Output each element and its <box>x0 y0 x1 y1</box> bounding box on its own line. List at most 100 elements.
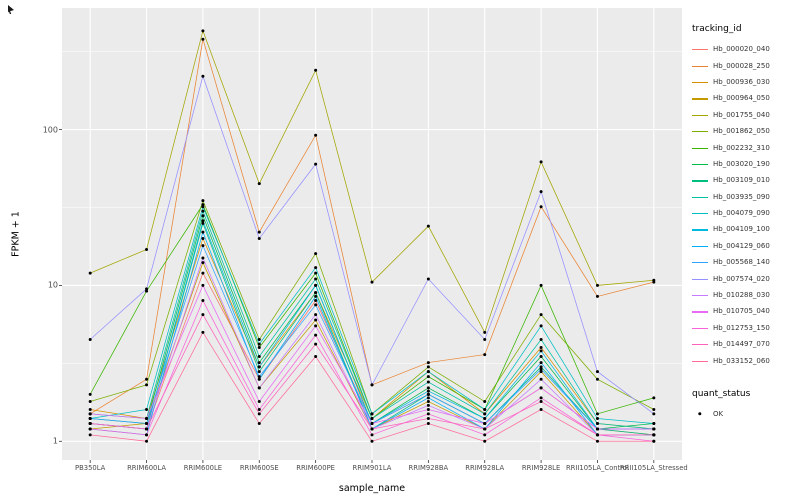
data-point <box>145 383 149 387</box>
legend-key-line-icon <box>692 174 708 186</box>
legend-key-line-icon <box>692 43 708 55</box>
data-point <box>426 417 430 421</box>
data-point <box>201 205 205 209</box>
legend-item-label: Hb_000028_250 <box>713 61 770 70</box>
legend-key-line-icon <box>692 92 708 104</box>
legend-item-label: Hb_000020_040 <box>713 45 770 54</box>
data-point <box>88 433 92 437</box>
data-point <box>539 345 543 349</box>
data-point <box>595 283 599 287</box>
legend-item-label: Hb_012753_150 <box>713 323 770 332</box>
data-point <box>652 422 656 426</box>
data-point <box>201 199 205 203</box>
data-point <box>201 330 205 334</box>
data-point <box>539 367 543 371</box>
data-point <box>652 433 656 437</box>
data-point <box>539 377 543 381</box>
legend-key-line-icon <box>692 223 708 235</box>
data-point <box>652 278 656 282</box>
x-tick-label: RRIM928LA <box>465 464 505 472</box>
data-point <box>201 221 205 225</box>
data-point <box>426 224 430 228</box>
data-point <box>539 365 543 369</box>
data-point <box>370 417 374 421</box>
data-point <box>201 29 205 33</box>
legend-item-label: Hb_004109_100 <box>713 225 770 234</box>
legend-key-line-icon <box>692 60 708 72</box>
legend-item-label: Hb_002232_310 <box>713 143 770 152</box>
data-point <box>257 361 261 365</box>
data-point <box>370 412 374 416</box>
data-point <box>370 280 374 284</box>
legend-item-label: Hb_001755_040 <box>713 110 770 119</box>
x-tick-label: RRII105LA_Stressed <box>619 464 688 472</box>
legend-item: Hb_001862_050 <box>692 123 798 139</box>
data-point <box>201 230 205 234</box>
data-point <box>595 417 599 421</box>
legend-key-line-icon <box>692 305 708 317</box>
data-point <box>88 422 92 426</box>
data-point <box>539 361 543 365</box>
legend-key-line-icon <box>692 338 708 350</box>
legend-item-label: Hb_010705_040 <box>713 307 770 316</box>
legend-item: Hb_005568_140 <box>692 254 798 270</box>
data-point <box>201 203 205 207</box>
legend: tracking_id Hb_000020_040 Hb_000028_250 Hb… <box>692 24 798 422</box>
legend-item-label: Hb_004129_060 <box>713 241 770 250</box>
data-point <box>539 190 543 194</box>
legend-key-line-icon <box>692 289 708 301</box>
data-point <box>88 400 92 404</box>
data-point <box>257 182 261 186</box>
data-point <box>257 412 261 416</box>
legend-item: Hb_004109_100 <box>692 221 798 237</box>
data-point <box>257 345 261 349</box>
legend-item: Hb_033152_060 <box>692 352 798 368</box>
legend-key-line-icon <box>692 76 708 88</box>
data-point <box>370 427 374 431</box>
data-point <box>314 294 318 298</box>
data-point <box>257 337 261 341</box>
data-point <box>652 396 656 400</box>
legend-key-line-icon <box>692 207 708 219</box>
data-point <box>595 422 599 426</box>
x-tick-label: PB350LA <box>75 464 106 472</box>
data-point <box>145 427 149 431</box>
legend-item: Hb_003935_090 <box>692 189 798 205</box>
legend-item: Hb_000020_040 <box>692 41 798 57</box>
data-point <box>257 422 261 426</box>
data-point <box>483 407 487 411</box>
data-point <box>483 330 487 334</box>
data-point <box>201 37 205 41</box>
data-point <box>426 392 430 396</box>
legend-item-label: Hb_000936_030 <box>713 77 770 86</box>
data-point <box>426 407 430 411</box>
x-axis-title: sample_name <box>338 483 406 494</box>
data-point <box>314 303 318 307</box>
data-point <box>370 433 374 437</box>
data-point <box>426 422 430 426</box>
data-point <box>483 417 487 421</box>
legend-item: Hb_007574_020 <box>692 270 798 286</box>
data-point <box>595 439 599 443</box>
data-point <box>595 377 599 381</box>
data-point <box>257 386 261 390</box>
data-point <box>426 365 430 369</box>
x-tick-label: RRIM600SE <box>239 464 279 472</box>
data-point <box>539 205 543 209</box>
data-point <box>314 324 318 328</box>
legend-key-line-icon <box>692 158 708 170</box>
data-point <box>539 407 543 411</box>
data-point <box>201 219 205 223</box>
legend-title-tracking-id: tracking_id <box>692 24 742 34</box>
data-point <box>88 412 92 416</box>
legend-item: Hb_001755_040 <box>692 107 798 123</box>
data-point <box>652 427 656 431</box>
data-point <box>539 386 543 390</box>
legend-key-line-icon <box>692 322 708 334</box>
legend-item-label: Hb_001862_050 <box>713 127 770 136</box>
legend-item-label: Hb_033152_060 <box>713 356 770 365</box>
y-axis-title: FPKM + 1 <box>10 211 22 257</box>
data-point <box>483 353 487 357</box>
